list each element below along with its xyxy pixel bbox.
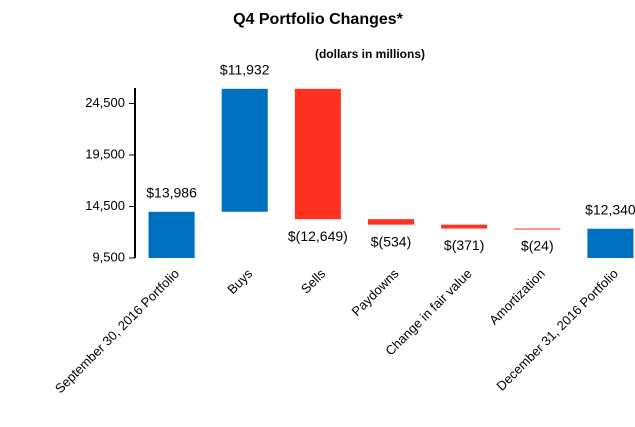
y-tick-label: 19,500 — [85, 146, 125, 161]
value-label: $13,986 — [146, 184, 197, 200]
value-label: $12,340 — [585, 201, 635, 217]
bar — [221, 88, 268, 212]
y-tick-label: 14,500 — [85, 198, 125, 213]
bar — [294, 88, 341, 220]
x-tick-label: Amortization — [486, 266, 548, 328]
bar — [441, 224, 488, 229]
y-tick-label: 9,500 — [92, 249, 125, 264]
value-label: $(534) — [371, 233, 411, 249]
x-tick-label: Sells — [298, 266, 329, 297]
chart-subtitle: (dollars in millions) — [315, 47, 425, 61]
chart-title: Q4 Portfolio Changes* — [233, 11, 404, 28]
x-tick-label: Buys — [224, 266, 255, 297]
value-label: $(24) — [521, 237, 554, 253]
bar — [367, 219, 415, 225]
x-tick-label: December 31, 2016 Portfolio — [493, 266, 621, 394]
value-label: $(371) — [444, 237, 484, 253]
bar — [514, 228, 561, 230]
value-label: $11,932 — [220, 62, 270, 78]
y-tick-label: 24,500 — [85, 95, 125, 110]
value-label: $(12,649) — [288, 228, 348, 244]
bar — [148, 211, 195, 258]
x-tick-label: Paydowns — [349, 266, 402, 319]
bar — [587, 228, 634, 258]
x-tick-label: September 30, 2016 Portfolio — [52, 266, 182, 396]
